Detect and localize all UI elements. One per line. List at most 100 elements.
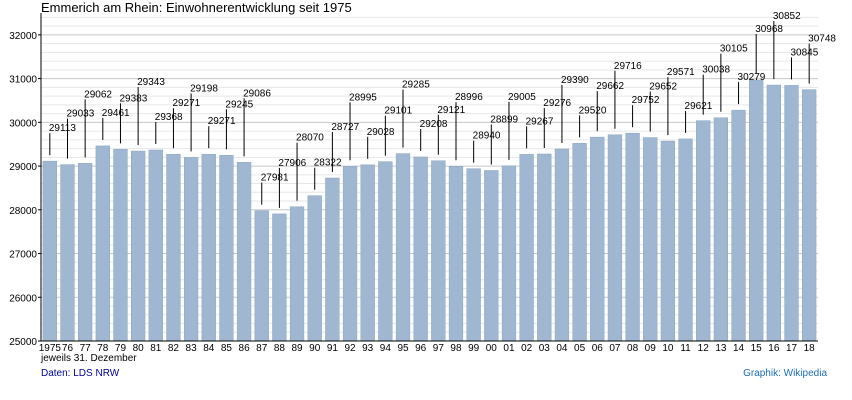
value-labels: 29113 29033 29062 29461 29383 29343 29368 29271… — [49, 11, 836, 208]
bar — [643, 137, 658, 342]
y-tick-label: 26000 — [9, 293, 37, 304]
value-label: 29208 — [420, 119, 448, 130]
x-tick-label: 17 — [786, 343, 798, 352]
axes — [38, 13, 818, 342]
value-label: 29276 — [543, 98, 571, 109]
x-tick-label: 76 — [62, 343, 74, 352]
x-tick-label: 77 — [80, 343, 92, 352]
value-label: 29005 — [508, 92, 536, 103]
bar — [130, 150, 146, 342]
x-tick-label: 89 — [291, 343, 303, 352]
bar — [731, 109, 746, 342]
bar — [78, 163, 93, 342]
value-label: 30748 — [808, 34, 836, 45]
x-tick-label: 82 — [168, 343, 180, 352]
value-label: 29571 — [667, 67, 695, 78]
value-label: 29461 — [102, 108, 130, 119]
x-tick-label: 86 — [239, 343, 251, 352]
value-label: 29390 — [561, 75, 589, 86]
bar — [484, 170, 499, 342]
value-label: 30968 — [755, 24, 783, 35]
x-tick-label: 79 — [115, 343, 127, 352]
value-label: 29652 — [649, 82, 677, 93]
value-label: 29368 — [155, 112, 183, 123]
x-tick-label: 05 — [574, 343, 586, 352]
bars — [42, 79, 817, 342]
x-tick-label: 04 — [556, 343, 568, 352]
value-label: 29198 — [190, 83, 218, 94]
bar — [448, 165, 464, 342]
bar — [395, 153, 411, 342]
bar — [607, 134, 623, 342]
value-label: 29033 — [66, 109, 94, 120]
bar — [749, 79, 764, 342]
bar-chart: 25000 26000 27000 28000 29000 30000 31000 32000… — [9, 11, 836, 352]
value-label: 29271 — [208, 116, 236, 127]
value-label: 30105 — [720, 44, 748, 55]
value-label: 29520 — [579, 105, 607, 116]
value-label: 29271 — [172, 98, 200, 109]
y-tick-label: 32000 — [9, 31, 37, 42]
value-label: 29267 — [526, 116, 554, 127]
x-tick-label: 95 — [397, 343, 409, 352]
x-tick-label: 96 — [415, 343, 427, 352]
value-label: 28996 — [455, 92, 483, 103]
x-tick-label: 11 — [680, 343, 691, 352]
bar — [95, 145, 110, 342]
x-tick-label: 97 — [433, 343, 445, 352]
bar — [802, 89, 817, 342]
x-tick-label: 1975 — [39, 343, 62, 352]
y-tick-label: 30000 — [9, 118, 37, 129]
x-tick-label: 80 — [133, 343, 145, 352]
value-label: 29752 — [632, 95, 660, 106]
value-label: 30038 — [702, 65, 730, 76]
bar — [307, 195, 322, 342]
bar — [219, 155, 234, 342]
x-tick-label: 14 — [733, 343, 745, 352]
bar — [519, 154, 534, 342]
value-label: 30845 — [791, 47, 819, 58]
data-source: Daten: LDS NRW — [41, 368, 120, 379]
y-tick-label: 27000 — [9, 250, 37, 261]
x-tick-labels: 1975 76 77 78 79 80 81 82 83 84 85 86 87 88 89 90 91 92 93… — [39, 343, 815, 352]
value-label: 28322 — [314, 158, 342, 169]
x-tick-label: 92 — [344, 343, 356, 352]
x-tick-label: 08 — [627, 343, 639, 352]
value-label: 29028 — [367, 127, 395, 138]
value-label: 28940 — [473, 131, 501, 142]
bar — [272, 213, 287, 342]
bar — [113, 149, 128, 342]
x-tick-label: 18 — [804, 343, 816, 352]
y-tick-label: 29000 — [9, 162, 37, 173]
x-tick-label: 84 — [203, 343, 215, 352]
bar — [183, 157, 199, 342]
bar — [696, 120, 711, 342]
x-tick-label: 03 — [539, 343, 551, 352]
bar — [342, 166, 358, 342]
x-tick-label: 07 — [609, 343, 621, 352]
bar — [590, 136, 605, 342]
graphic-credit: Graphik: Wikipedia — [743, 368, 827, 379]
y-tick-label: 25000 — [9, 337, 37, 348]
value-label: 29662 — [596, 81, 624, 92]
bar — [501, 165, 517, 342]
value-label: 30279 — [738, 72, 766, 83]
bar — [378, 161, 393, 342]
value-label: 28727 — [331, 122, 359, 133]
bar — [201, 153, 216, 342]
bar — [554, 148, 570, 342]
bar — [625, 132, 640, 342]
x-tick-label: 94 — [380, 343, 392, 352]
bar — [236, 162, 252, 342]
value-label: 28070 — [296, 133, 324, 144]
x-tick-label: 78 — [97, 343, 109, 352]
bar — [713, 117, 729, 342]
value-label: 27981 — [261, 173, 289, 184]
value-label: 28899 — [490, 114, 518, 125]
x-tick-label: 00 — [486, 343, 498, 352]
x-tick-label: 98 — [450, 343, 462, 352]
x-tick-label: 13 — [715, 343, 727, 352]
value-label: 29383 — [119, 93, 147, 104]
x-tick-label: 93 — [362, 343, 374, 352]
value-label: 29343 — [137, 77, 165, 88]
